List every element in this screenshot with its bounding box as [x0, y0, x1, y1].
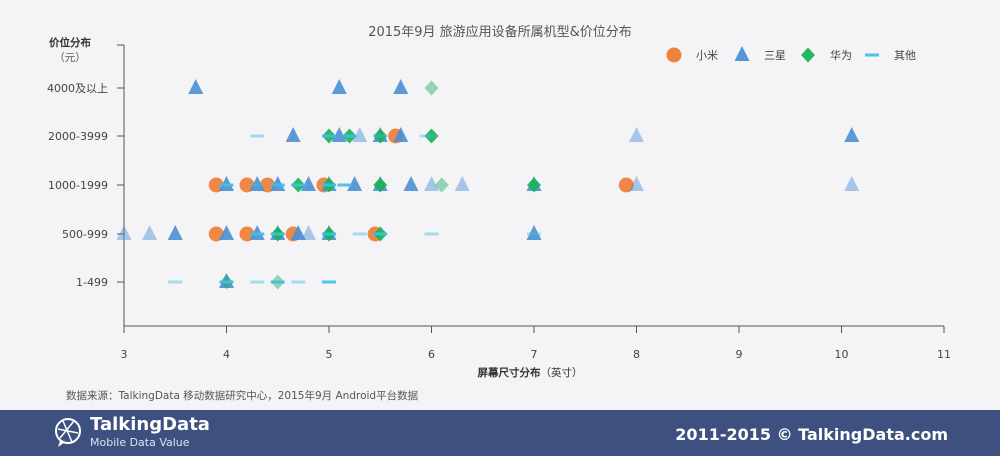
x-tick-label: 4: [223, 348, 230, 361]
x-tick-label: 9: [736, 348, 743, 361]
triangle-point: [142, 225, 158, 240]
circle-point: [208, 226, 224, 242]
triangle-point: [347, 176, 363, 191]
triangle-point: [352, 127, 368, 142]
legend-label: 华为: [830, 48, 852, 62]
triangle-point: [290, 225, 306, 240]
triangle-point: [629, 127, 644, 142]
triangle-point: [403, 176, 419, 191]
x-axis-label-unit: （英寸）: [540, 367, 583, 379]
circle-point: [208, 177, 224, 193]
scatter-plot: 1-499 500-999 1000-1999 2000-3999 4000及以上 3 4 5…: [47, 44, 951, 361]
triangle-point: [844, 176, 860, 191]
diamond-point: [424, 128, 439, 144]
source-note: 数据来源：TalkingData 移动数据研究中心，2015年9月 Androi…: [66, 390, 419, 402]
dash-point: [291, 280, 306, 284]
legend-marker: [801, 47, 815, 63]
legend-label: 其他: [894, 49, 916, 62]
triangle-point: [844, 127, 860, 142]
diamond-point: [373, 177, 388, 193]
dash-point: [219, 280, 234, 284]
footer-brand: TalkingData: [90, 414, 210, 435]
triangle-point: [526, 225, 542, 240]
circle-point: [239, 226, 255, 242]
x-tick-label: 6: [428, 348, 435, 361]
circle-point: [618, 177, 634, 193]
dash-point: [424, 232, 439, 236]
chart-area: 2015年9月 旅游应用设备所属机型&价位分布 价位分布 （元） 屏幕尺寸分布（…: [40, 25, 632, 402]
diamond-point: [434, 177, 449, 193]
diamond-point: [424, 80, 439, 96]
dash-point: [342, 134, 357, 138]
dash-point: [270, 232, 285, 236]
dash-point: [337, 183, 352, 187]
dash-point: [419, 134, 434, 138]
chart-title: 2015年9月 旅游应用设备所属机型&价位分布: [368, 25, 632, 40]
legend-marker: [734, 46, 750, 61]
y-axis-label-unit: （元）: [54, 52, 86, 64]
diamond-point: [527, 177, 541, 193]
x-tick-label: 10: [835, 348, 849, 361]
y-axis-label-main: 价位分布: [49, 37, 91, 49]
triangle-point: [331, 79, 347, 94]
triangle-point: [301, 225, 316, 240]
diamond-point: [373, 128, 388, 144]
triangle-point: [301, 176, 316, 191]
triangle-point: [249, 176, 265, 191]
dash-point: [270, 280, 285, 284]
dash-point: [168, 280, 183, 284]
dash-point: [373, 232, 388, 236]
footer-bar: [0, 410, 1000, 456]
triangle-point: [331, 127, 347, 142]
dash-point: [322, 232, 336, 236]
dash-point: [250, 134, 265, 138]
x-tick-label: 11: [937, 348, 951, 361]
dash-point: [219, 183, 234, 187]
triangle-point: [219, 225, 234, 240]
dash-point: [322, 134, 336, 138]
footer-copyright: 2011-2015 © TalkingData.com: [675, 425, 948, 444]
dash-point: [270, 183, 285, 187]
x-tick-label: 3: [121, 348, 128, 361]
y-tick-label: 1-499: [76, 276, 108, 289]
x-tick-label: 8: [633, 348, 640, 361]
y-tick-label: 4000及以上: [47, 82, 108, 95]
talkingdata-logo-icon: [55, 418, 81, 447]
dash-point: [322, 280, 336, 284]
legend-marker: [666, 47, 682, 63]
x-tick-label: 5: [326, 348, 333, 361]
circle-point: [260, 177, 275, 193]
dash-point: [250, 183, 265, 187]
triangle-point: [285, 127, 301, 142]
x-axis-label-main: 屏幕尺寸分布: [477, 367, 541, 379]
y-axis-label: 价位分布 （元）: [40, 36, 100, 66]
x-axis-label: 屏幕尺寸分布（英寸）: [440, 365, 620, 380]
triangle-point: [454, 176, 470, 191]
dash-point: [373, 134, 388, 138]
triangle-point: [393, 79, 409, 94]
triangle-point: [116, 225, 132, 240]
x-tick-label: 7: [531, 348, 538, 361]
dash-point: [291, 183, 306, 187]
triangle-point: [629, 176, 644, 191]
legend-label: 三星: [764, 49, 786, 62]
y-tick-label: 500-999: [62, 228, 108, 241]
dash-point: [322, 183, 336, 187]
triangle-point: [393, 127, 409, 142]
y-tick-label: 1000-1999: [48, 179, 108, 192]
triangle-point: [188, 79, 204, 94]
triangle-point: [167, 225, 183, 240]
legend-marker: [865, 53, 879, 57]
triangle-point: [424, 176, 439, 191]
legend-label: 小米: [696, 49, 718, 62]
footer-tagline: Mobile Data Value: [90, 436, 190, 449]
dash-point: [352, 232, 367, 236]
y-tick-label: 2000-3999: [48, 130, 108, 143]
dash-point: [250, 232, 265, 236]
dash-point: [527, 232, 541, 236]
circle-point: [239, 177, 255, 193]
dash-point: [250, 280, 265, 284]
